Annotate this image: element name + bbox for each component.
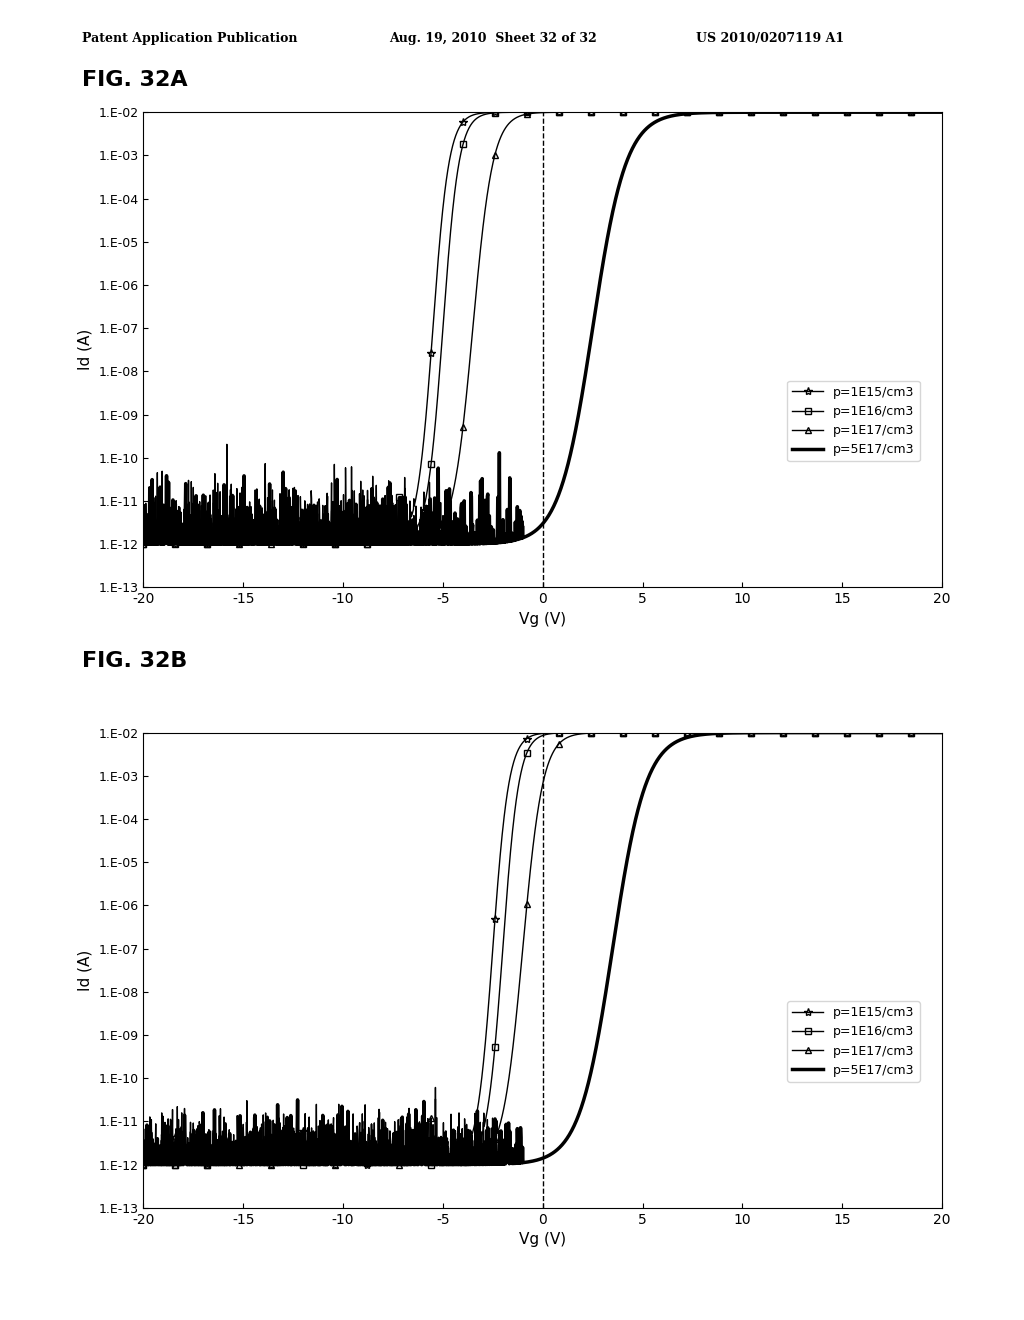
Legend: p=1E15/cm3, p=1E16/cm3, p=1E17/cm3, p=5E17/cm3: p=1E15/cm3, p=1E16/cm3, p=1E17/cm3, p=5E…: [787, 1001, 920, 1082]
X-axis label: Vg (V): Vg (V): [519, 1232, 566, 1247]
Text: FIG. 32A: FIG. 32A: [82, 70, 187, 90]
Text: Patent Application Publication: Patent Application Publication: [82, 32, 297, 45]
X-axis label: Vg (V): Vg (V): [519, 611, 566, 627]
Text: FIG. 32B: FIG. 32B: [82, 651, 187, 671]
Text: Aug. 19, 2010  Sheet 32 of 32: Aug. 19, 2010 Sheet 32 of 32: [389, 32, 597, 45]
Y-axis label: Id (A): Id (A): [78, 949, 93, 991]
Y-axis label: Id (A): Id (A): [78, 329, 93, 371]
Text: US 2010/0207119 A1: US 2010/0207119 A1: [696, 32, 845, 45]
Legend: p=1E15/cm3, p=1E16/cm3, p=1E17/cm3, p=5E17/cm3: p=1E15/cm3, p=1E16/cm3, p=1E17/cm3, p=5E…: [787, 380, 920, 462]
